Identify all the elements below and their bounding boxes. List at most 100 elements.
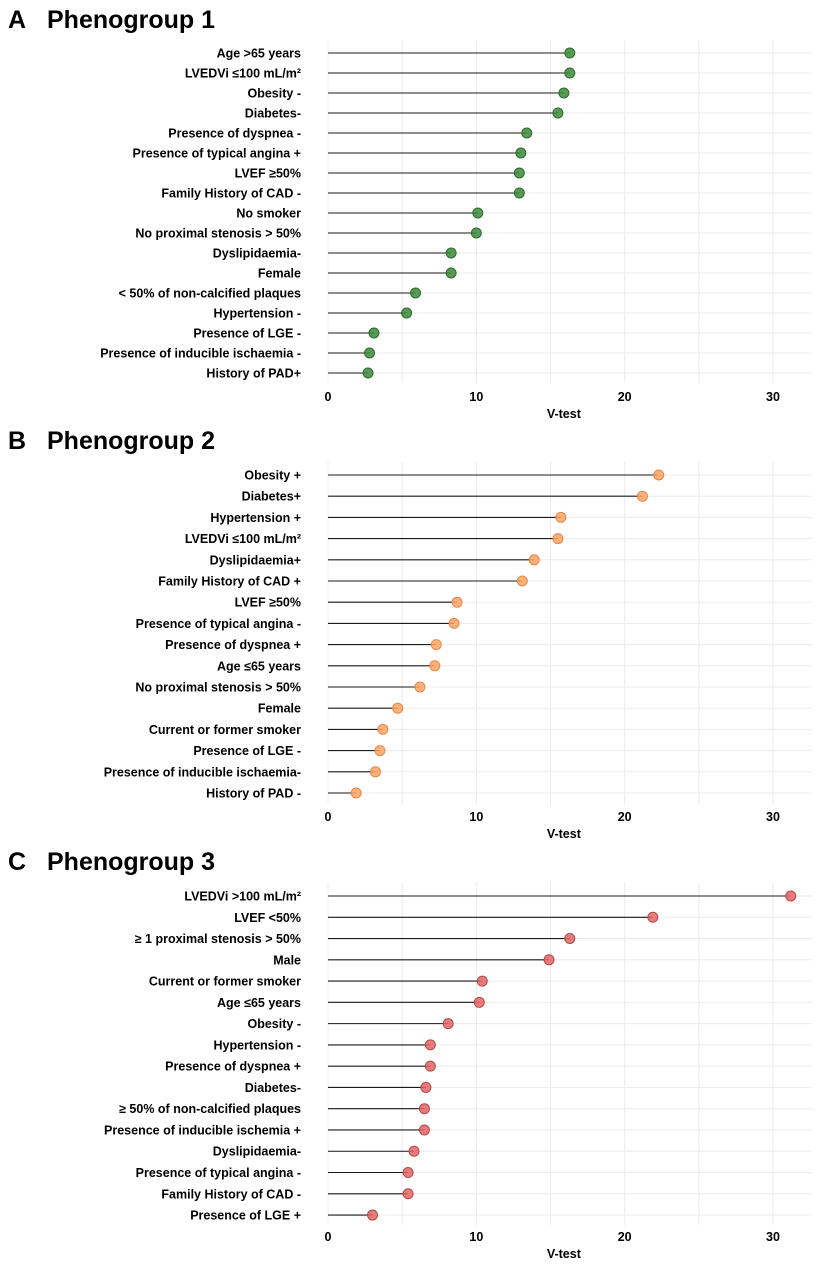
lollipop-point <box>513 167 525 179</box>
category-label: Obesity - <box>248 1017 302 1031</box>
category-label: Family History of CAD + <box>158 575 301 589</box>
category-label: Diabetes- <box>245 107 301 121</box>
lollipop-point <box>442 1018 454 1030</box>
lollipop-point <box>543 954 555 966</box>
x-tick-label: 10 <box>469 390 483 404</box>
category-label: History of PAD+ <box>206 367 301 381</box>
x-tick-label: 30 <box>766 390 780 404</box>
lollipop-point <box>564 933 576 945</box>
lollipop-point <box>350 787 362 799</box>
category-label: Age ≤65 years <box>217 996 301 1010</box>
grid-lines <box>327 462 812 805</box>
lollipop-point <box>564 67 576 79</box>
x-tick-label: 0 <box>325 810 332 824</box>
lollipop-point <box>414 681 426 693</box>
lollipop-point <box>429 660 441 672</box>
lollipop-point <box>476 975 488 987</box>
category-label: Dyslipidaemia- <box>213 1145 301 1159</box>
category-label: Female <box>258 702 301 716</box>
lollipop-point <box>369 766 381 778</box>
category-label: Presence of typical angina - <box>136 1166 301 1180</box>
category-label: Family History of CAD - <box>161 1187 301 1201</box>
lollipop-point <box>552 107 564 119</box>
panel-letter: B <box>8 427 26 455</box>
lollipop-point <box>513 187 525 199</box>
category-label: Presence of inducible ischemia + <box>104 1123 301 1137</box>
lollipop-point <box>515 147 527 159</box>
category-label: Female <box>258 267 301 281</box>
panel-title: Phenogroup 2 <box>47 427 215 455</box>
category-label: Age ≤65 years <box>217 659 301 673</box>
lollipop-point <box>472 207 484 219</box>
x-tick-label: 10 <box>469 810 483 824</box>
category-label: Presence of typical angina - <box>136 617 301 631</box>
x-tick-label: 30 <box>766 1230 780 1244</box>
lollipop-point <box>402 1167 414 1179</box>
category-label: Diabetes- <box>245 1081 301 1095</box>
category-label: Hypertension - <box>213 1038 301 1052</box>
lollipop-point <box>470 227 482 239</box>
category-label: Age >65 years <box>217 47 301 61</box>
category-label: Dyslipidaemia+ <box>210 553 301 567</box>
category-label: Dyslipidaemia- <box>213 247 301 261</box>
lollipop-point <box>451 596 463 608</box>
panel-c: C Phenogroup 3 0 10 20 30 V-test LVEDVi >100 mL… <box>8 848 812 1261</box>
x-tick-label: 10 <box>469 1230 483 1244</box>
grid-lines <box>327 40 812 383</box>
category-label: No proximal stenosis > 50% <box>135 227 301 241</box>
lollipop-point <box>401 307 413 319</box>
category-label: LVEDVi ≤100 mL/m² <box>185 67 301 81</box>
lollipop-point <box>636 490 648 502</box>
x-tick-label: 30 <box>766 810 780 824</box>
x-axis-title: V-test <box>547 1247 582 1261</box>
lollipop-point <box>448 617 460 629</box>
x-tick-label: 0 <box>325 390 332 404</box>
panel-title: Phenogroup 3 <box>47 848 215 876</box>
lollipop-point <box>424 1039 436 1051</box>
lollipop-point <box>785 890 797 902</box>
lollipop-point <box>418 1124 430 1136</box>
x-tick-label: 0 <box>325 1230 332 1244</box>
category-label: No smoker <box>236 207 301 221</box>
category-label: ≥ 50% of non-calcified plaques <box>119 1102 301 1116</box>
category-label: No proximal stenosis > 50% <box>135 681 301 695</box>
lollipop-point <box>558 87 570 99</box>
lollipop-point <box>377 723 389 735</box>
lollipop-point <box>430 639 442 651</box>
lollipop-point <box>364 347 376 359</box>
lollipop-point <box>552 533 564 545</box>
category-label: Obesity - <box>248 87 302 101</box>
lollipop-point <box>367 1209 378 1221</box>
category-label: Diabetes+ <box>242 490 301 504</box>
category-label: LVEDVi ≤100 mL/m² <box>185 532 301 546</box>
lollipop-point <box>402 1188 414 1200</box>
lollipop-point <box>374 745 386 757</box>
category-label: LVEDVi >100 mL/m² <box>184 890 301 904</box>
category-label: Hypertension + <box>210 511 301 525</box>
lollipop-point <box>564 47 576 59</box>
category-label: Presence of inducible ischaemia- <box>104 765 301 779</box>
category-label: History of PAD - <box>206 787 301 801</box>
panel-title: Phenogroup 1 <box>47 6 215 34</box>
lollipop-point <box>445 247 457 259</box>
category-label: Current or former smoker <box>149 723 301 737</box>
category-label: Presence of dyspnea + <box>165 1060 301 1074</box>
panel-letter: A <box>8 6 26 34</box>
x-tick-label: 20 <box>618 390 632 404</box>
category-label: Presence of LGE - <box>193 327 301 341</box>
lollipop-point <box>555 511 567 523</box>
lollipop-point <box>418 1103 430 1115</box>
category-label: Obesity + <box>244 469 301 483</box>
category-label: Male <box>273 953 301 967</box>
panel-letter: C <box>8 848 26 876</box>
category-label: < 50% of non-calcified plaques <box>119 287 301 301</box>
lollipop-point <box>368 327 380 339</box>
category-label: Presence of dyspnea + <box>165 638 301 652</box>
category-label: Hypertension - <box>213 307 301 321</box>
category-label: Presence of LGE + <box>190 1209 301 1223</box>
x-tick-label: 20 <box>618 810 632 824</box>
lollipop-point <box>420 1081 432 1093</box>
lollipop-point <box>392 702 404 714</box>
lollipop-point <box>647 911 659 923</box>
